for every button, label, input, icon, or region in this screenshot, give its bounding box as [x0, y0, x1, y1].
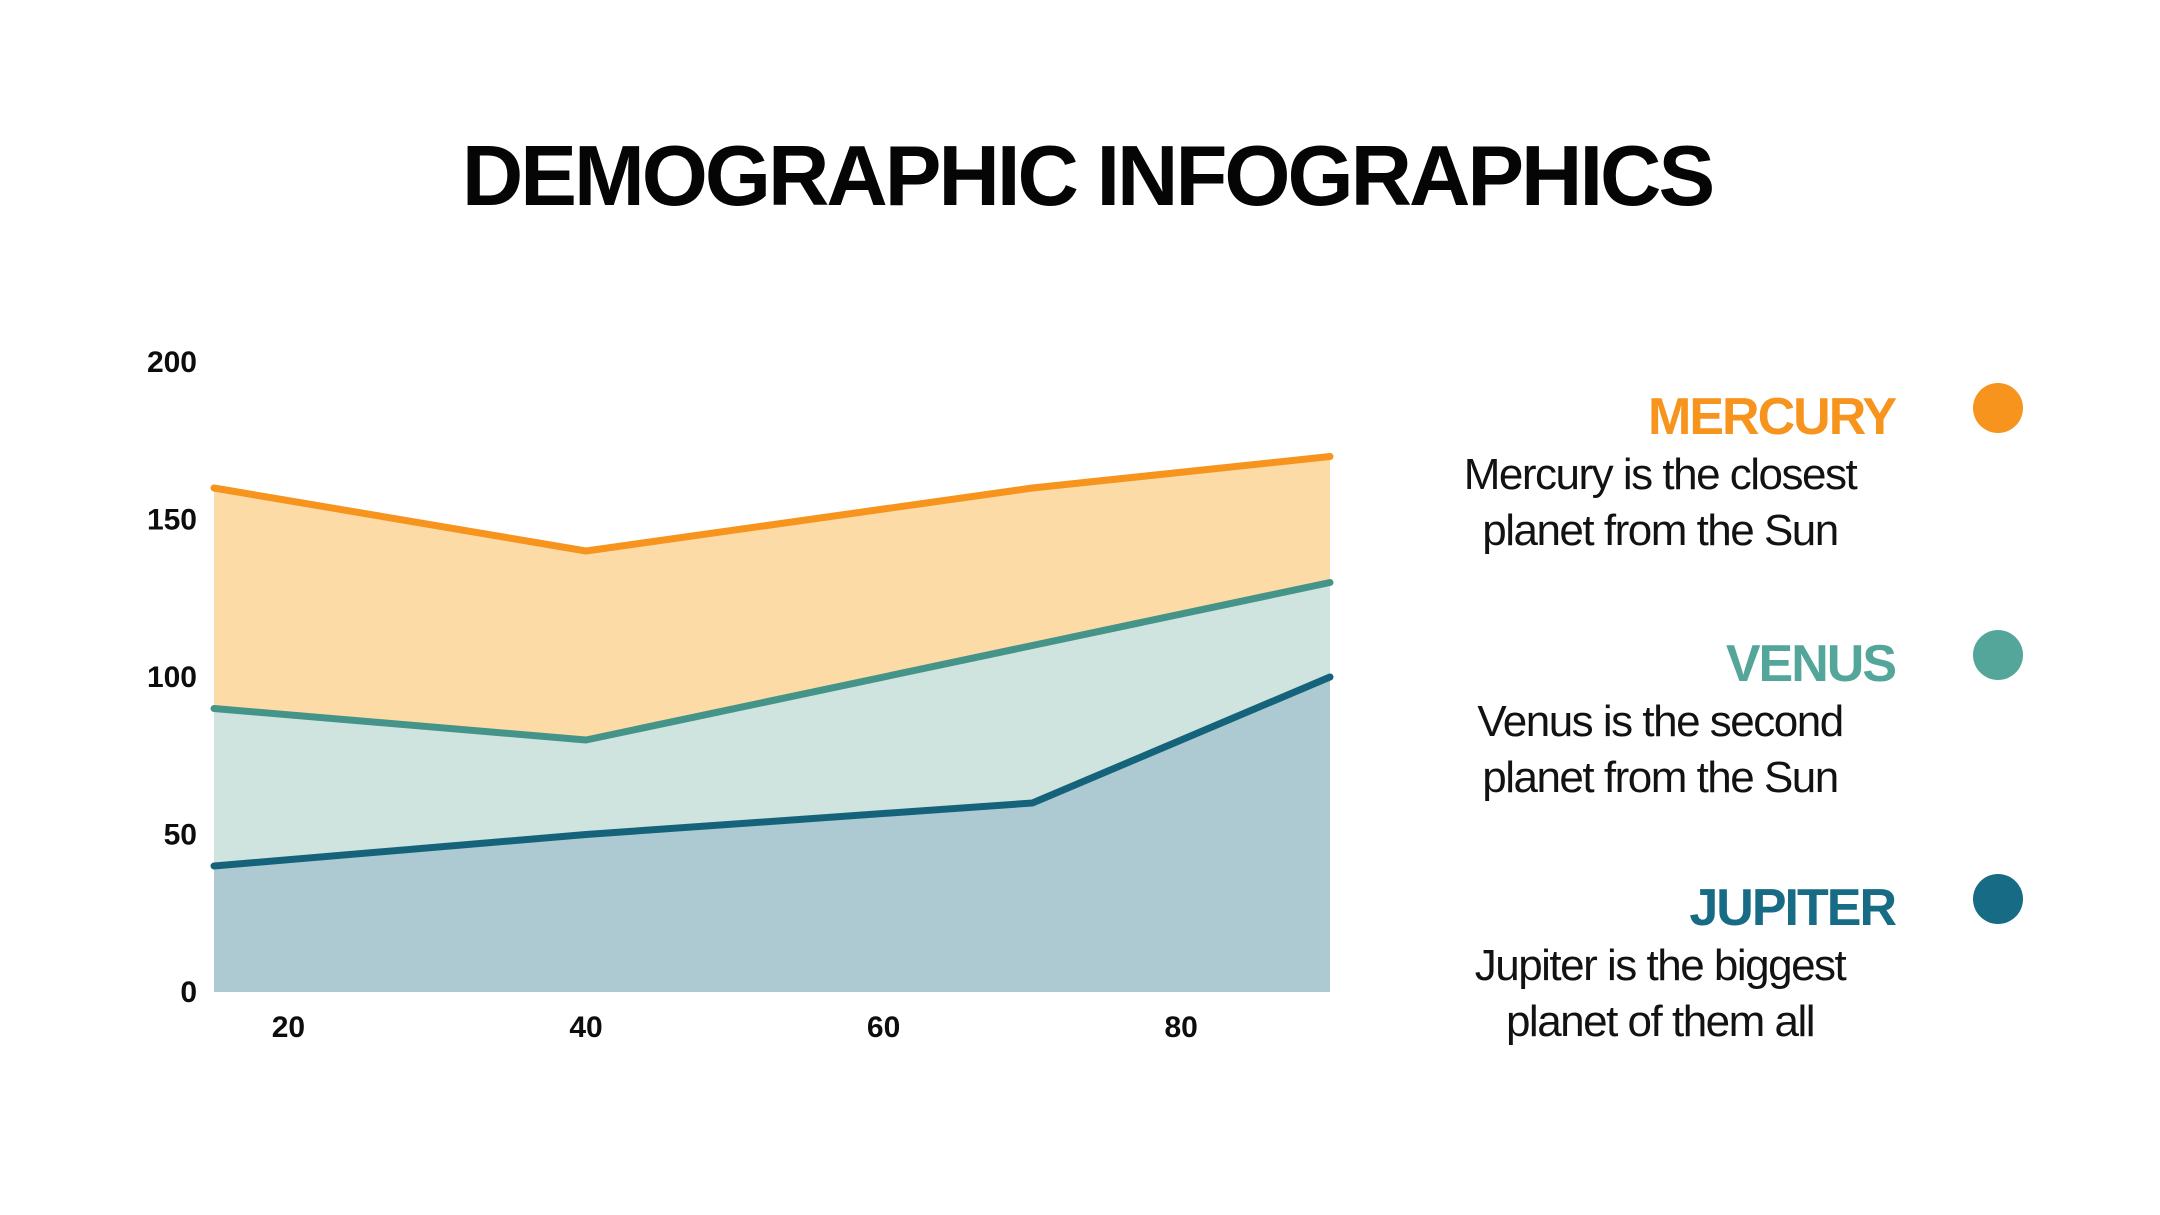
legend-description-line: planet from the Sun: [1482, 753, 1839, 802]
legend-description-line: Venus is the second: [1477, 697, 1844, 746]
y-tick-label-200: 200: [147, 346, 197, 379]
venus-line: [210, 579, 1334, 744]
jupiter-area: [214, 677, 1330, 992]
page-title: DEMOGRAPHIC INFOGRAPHICS: [461, 129, 1715, 224]
y-tick-label-0: 0: [180, 976, 197, 1009]
legend-title-venus: VENUS: [1725, 635, 1897, 693]
legend-item-venus: VENUS Venus is the second planet from th…: [1425, 630, 2023, 806]
y-tick-label-100: 100: [147, 661, 197, 694]
legend-description-line: planet of them all: [1505, 997, 1816, 1046]
legend-title-jupiter: JUPITER: [1689, 879, 1897, 937]
legend-dot-mercury: [1973, 383, 2023, 433]
x-tick-label-40: 40: [569, 1011, 602, 1044]
y-tick-label-150: 150: [147, 504, 197, 537]
legend-dot-jupiter: [1973, 874, 2023, 924]
x-tick-label-20: 20: [272, 1011, 305, 1044]
legend-text-jupiter: JUPITER Jupiter is the biggest planet of…: [1425, 878, 1897, 1050]
legend-description-line: Jupiter is the biggest: [1474, 941, 1847, 990]
legend-text-venus: VENUS Venus is the second planet from th…: [1425, 634, 1897, 806]
legend-description-line: Mercury is the closest: [1463, 450, 1858, 499]
legend-description-line: planet from the Sun: [1482, 506, 1839, 555]
legend-description-jupiter: Jupiter is the biggest planet of them al…: [1425, 938, 1895, 1050]
legend-dot-venus: [1973, 630, 2023, 680]
x-tick-label-80: 80: [1165, 1011, 1198, 1044]
jupiter-line: [210, 673, 1334, 870]
legend-item-jupiter: JUPITER Jupiter is the biggest planet of…: [1425, 874, 2023, 1050]
mercury-line: [210, 453, 1334, 555]
legend-description-mercury: Mercury is the closest planet from the S…: [1425, 447, 1895, 559]
x-tick-label-60: 60: [867, 1011, 900, 1044]
legend-text-mercury: MERCURY Mercury is the closest planet fr…: [1425, 387, 1897, 559]
legend-title-mercury: MERCURY: [1648, 388, 1897, 446]
y-tick-label-50: 50: [164, 819, 197, 852]
legend-item-mercury: MERCURY Mercury is the closest planet fr…: [1425, 383, 2023, 559]
legend-description-venus: Venus is the second planet from the Sun: [1425, 694, 1895, 806]
